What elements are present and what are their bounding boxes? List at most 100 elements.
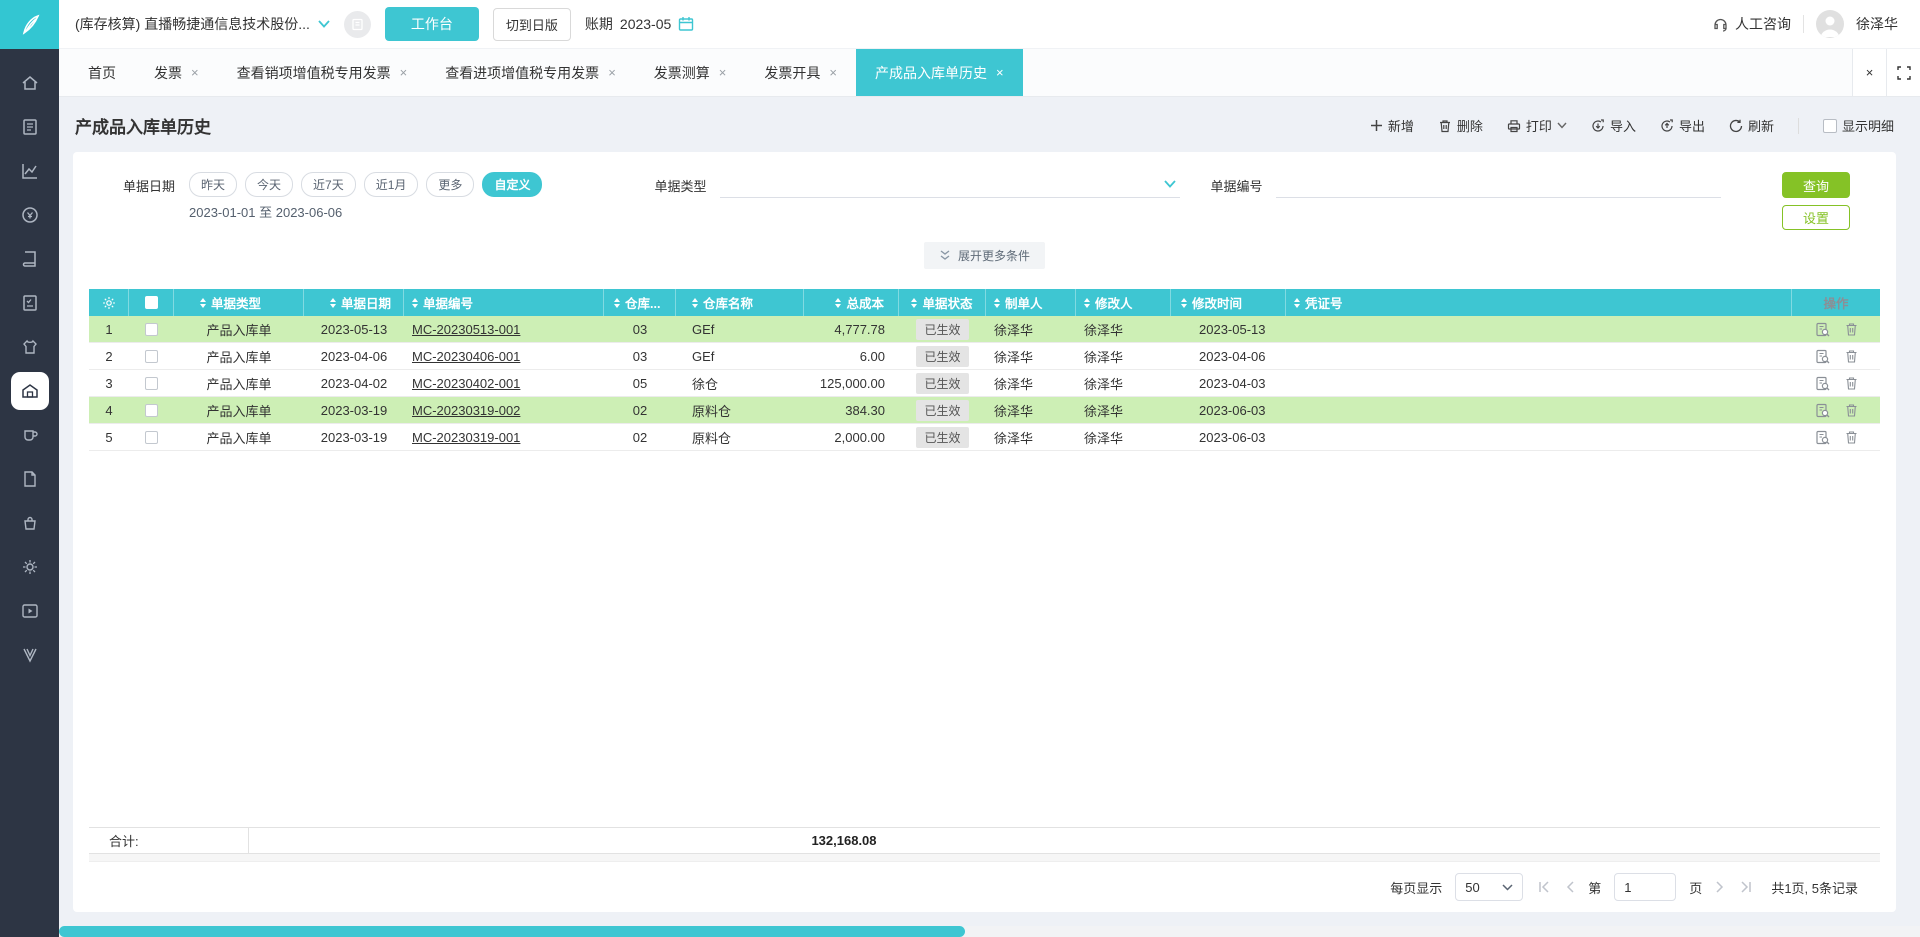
tab-invoice[interactable]: 发票 × <box>135 49 218 96</box>
tab-close-icon[interactable]: × <box>995 65 1004 80</box>
preset-7days[interactable]: 近7天 <box>301 172 356 197</box>
last-page-button[interactable] <box>1739 880 1754 894</box>
print-button[interactable]: 打印 <box>1507 116 1567 135</box>
table-row[interactable]: 1 产品入库单 2023-05-13 MC-20230513-001 03 GE… <box>89 316 1880 343</box>
sidebar-item-assets[interactable] <box>0 325 59 369</box>
sort-icon[interactable] <box>835 297 842 308</box>
sort-icon[interactable] <box>614 297 620 308</box>
delete-row-icon[interactable] <box>1845 403 1858 417</box>
first-page-button[interactable] <box>1536 880 1551 894</box>
tab-output-vat[interactable]: 查看销项增值税专用发票 × <box>218 49 427 96</box>
sidebar-item-home[interactable] <box>0 61 59 105</box>
header-doc-type[interactable]: 单据类型 <box>174 289 304 316</box>
preset-today[interactable]: 今天 <box>245 172 294 197</box>
sidebar-item-bag[interactable] <box>0 501 59 545</box>
show-detail-checkbox[interactable] <box>1822 118 1837 133</box>
sidebar-item-brand-v[interactable] <box>0 633 59 677</box>
memo-icon[interactable] <box>343 10 371 38</box>
sidebar-item-invoice[interactable] <box>0 105 59 149</box>
preset-1month[interactable]: 近1月 <box>363 172 419 197</box>
select-all-checkbox[interactable] <box>129 289 174 316</box>
preset-custom[interactable]: 自定义 <box>482 172 543 197</box>
doc-code-link[interactable]: MC-20230406-001 <box>412 348 521 364</box>
sidebar-item-fund[interactable] <box>0 193 59 237</box>
tab-invoice-calc[interactable]: 发票测算 × <box>635 49 746 96</box>
tab-invoice-issue[interactable]: 发票开具 × <box>745 49 856 96</box>
preset-yesterday[interactable]: 昨天 <box>189 172 238 197</box>
export-button[interactable]: 导出 <box>1660 116 1705 135</box>
header-modified-time[interactable]: 修改时间 <box>1171 289 1286 316</box>
table-row[interactable]: 3 产品入库单 2023-04-02 MC-20230402-001 05 徐仓… <box>89 370 1880 397</box>
sidebar-item-inventory[interactable] <box>0 369 59 413</box>
table-row[interactable]: 5 产品入库单 2023-03-19 MC-20230319-001 02 原料… <box>89 424 1880 451</box>
per-page-select[interactable]: 50 <box>1455 873 1524 901</box>
header-doc-code[interactable]: 单据编号 <box>404 289 604 316</box>
sidebar-item-service[interactable] <box>0 413 59 457</box>
preset-more[interactable]: 更多 <box>426 172 475 197</box>
fullscreen-button[interactable] <box>1886 49 1920 96</box>
query-button[interactable]: 查询 <box>1782 172 1850 198</box>
row-checkbox[interactable] <box>129 349 174 363</box>
tab-close-icon[interactable]: × <box>191 65 199 80</box>
view-detail-icon[interactable] <box>1815 403 1830 418</box>
avatar[interactable] <box>1816 10 1844 38</box>
header-warehouse-name[interactable]: 仓库名称 <box>676 289 804 316</box>
doc-code-link[interactable]: MC-20230513-001 <box>412 321 521 337</box>
switch-version-button[interactable]: 切到日版 <box>492 7 571 41</box>
column-settings-button[interactable] <box>89 289 129 316</box>
sort-icon[interactable] <box>330 297 336 308</box>
row-checkbox[interactable] <box>129 430 174 444</box>
doc-code-input[interactable] <box>1276 172 1722 198</box>
date-range-value[interactable]: 2023-01-01 至 2023-06-06 <box>189 205 343 220</box>
tab-close-icon[interactable]: × <box>829 65 837 80</box>
table-row[interactable]: 2 产品入库单 2023-04-06 MC-20230406-001 03 GE… <box>89 343 1880 370</box>
close-all-tabs-button[interactable]: × <box>1852 49 1886 96</box>
delete-button[interactable]: 删除 <box>1438 116 1483 135</box>
delete-row-icon[interactable] <box>1845 376 1858 390</box>
header-voucher-no[interactable]: 凭证号 <box>1286 289 1792 316</box>
expand-more-button[interactable]: 展开更多条件 <box>923 242 1045 269</box>
support-link[interactable]: 人工咨询 <box>1712 14 1791 34</box>
sort-icon[interactable] <box>1294 297 1300 308</box>
sidebar-item-checklist[interactable] <box>0 281 59 325</box>
next-page-button[interactable] <box>1715 880 1726 894</box>
page-number-input[interactable] <box>1614 873 1677 901</box>
row-checkbox[interactable] <box>129 376 174 390</box>
sidebar-item-file[interactable] <box>0 457 59 501</box>
delete-row-icon[interactable] <box>1845 322 1858 336</box>
header-total-cost[interactable]: 总成本 <box>804 289 899 316</box>
app-logo[interactable] <box>0 0 59 49</box>
sidebar-item-ledger[interactable] <box>0 237 59 281</box>
view-detail-icon[interactable] <box>1815 349 1830 364</box>
sidebar-item-report-chart[interactable] <box>0 149 59 193</box>
header-doc-status[interactable]: 单据状态 <box>899 289 986 316</box>
company-selector[interactable]: (库存核算) 直播畅捷通信息技术股份... <box>75 14 330 34</box>
sidebar-item-settings[interactable] <box>0 545 59 589</box>
tab-close-icon[interactable]: × <box>718 65 727 80</box>
settings-button[interactable]: 设置 <box>1782 205 1850 230</box>
sort-icon[interactable] <box>911 297 918 308</box>
header-warehouse-code[interactable]: 仓库... <box>604 289 676 316</box>
tab-close-icon[interactable]: × <box>608 65 616 80</box>
table-row[interactable]: 4 产品入库单 2023-03-19 MC-20230319-002 02 原料… <box>89 397 1880 424</box>
sort-icon[interactable] <box>200 297 206 308</box>
horizontal-scrollbar[interactable] <box>59 926 1920 937</box>
doc-type-select[interactable] <box>720 172 1181 198</box>
sort-icon[interactable] <box>692 297 698 308</box>
horizontal-scrollbar-thumb[interactable] <box>59 926 965 937</box>
view-detail-icon[interactable] <box>1815 430 1830 445</box>
add-button[interactable]: 新增 <box>1370 116 1414 135</box>
doc-code-link[interactable]: MC-20230319-001 <box>412 429 521 445</box>
header-creator[interactable]: 制单人 <box>986 289 1076 316</box>
sort-icon[interactable] <box>994 297 1000 308</box>
header-modifier[interactable]: 修改人 <box>1076 289 1171 316</box>
header-doc-date[interactable]: 单据日期 <box>304 289 404 316</box>
doc-code-link[interactable]: MC-20230319-002 <box>412 402 521 418</box>
doc-code-link[interactable]: MC-20230402-001 <box>412 375 521 391</box>
sidebar-item-video[interactable] <box>0 589 59 633</box>
calendar-icon[interactable] <box>678 16 694 32</box>
tab-home[interactable]: 首页 <box>69 49 135 96</box>
sort-icon[interactable] <box>1181 297 1187 308</box>
show-detail-toggle[interactable]: 显示明细 <box>1822 116 1894 135</box>
table-scrollbar[interactable] <box>89 854 1880 862</box>
